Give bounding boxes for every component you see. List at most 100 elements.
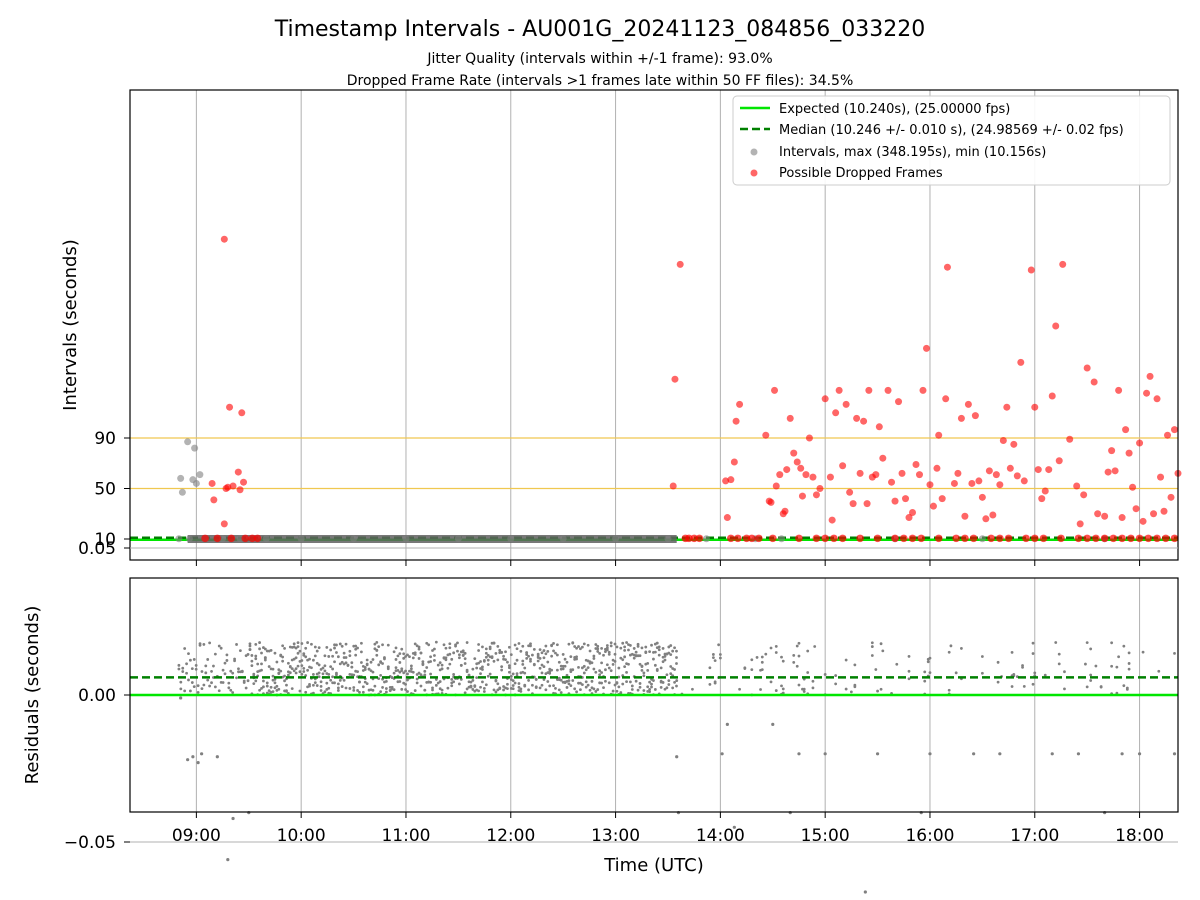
- residual-point: [590, 679, 594, 683]
- residual-point: [400, 687, 404, 691]
- residual-point: [636, 688, 640, 692]
- residual-point: [1057, 652, 1061, 656]
- residual-point: [498, 648, 502, 652]
- residual-point: [352, 686, 356, 689]
- residual-point: [456, 649, 459, 653]
- residual-point: [774, 644, 778, 648]
- residual-point: [436, 681, 440, 685]
- residual-point: [300, 672, 304, 676]
- residual-outlier-point: [191, 755, 195, 759]
- residual-point: [348, 654, 352, 658]
- residual-point: [755, 656, 759, 659]
- residual-point: [600, 646, 603, 650]
- residual-point: [523, 683, 527, 687]
- residual-point: [500, 651, 504, 654]
- residual-point: [617, 685, 621, 689]
- residual-point: [454, 643, 457, 647]
- residual-point: [659, 686, 663, 689]
- residual-point: [308, 683, 311, 686]
- residual-point: [484, 651, 488, 655]
- residual-point: [181, 670, 185, 673]
- residual-point: [348, 687, 352, 690]
- residual-point: [479, 672, 482, 676]
- dropped-frame-point: [1059, 260, 1067, 268]
- residual-point: [627, 648, 630, 652]
- intervals-x-ticks: [195, 560, 1141, 566]
- residual-point: [607, 666, 611, 670]
- residual-point: [333, 681, 336, 685]
- residual-point: [252, 682, 256, 686]
- legend-box: [732, 95, 1171, 186]
- residual-point: [386, 665, 390, 669]
- dropped-frame-point: [793, 458, 801, 466]
- residual-point: [667, 651, 671, 655]
- residual-point: [613, 642, 617, 646]
- residual-point: [529, 642, 532, 646]
- residual-point: [260, 662, 263, 666]
- residual-point: [431, 686, 434, 690]
- residual-point: [484, 647, 488, 651]
- dropped-frame-point: [926, 481, 934, 489]
- residual-point: [711, 656, 715, 660]
- dropped-frame-point: [1094, 510, 1102, 518]
- residual-point: [907, 669, 911, 673]
- residual-point: [1122, 684, 1126, 688]
- dropped-frame-point: [1045, 466, 1053, 474]
- dropped-frame-point: [964, 400, 972, 408]
- dropped-frame-point: [1153, 534, 1161, 543]
- interval-point: [702, 535, 710, 543]
- residual-point: [296, 641, 300, 645]
- residual-point: [1054, 641, 1058, 644]
- residual-point: [398, 652, 402, 656]
- residual-point: [406, 672, 409, 676]
- residual-point: [1031, 682, 1035, 686]
- residual-point: [482, 686, 486, 690]
- residual-point: [221, 681, 225, 684]
- residual-point: [548, 671, 552, 675]
- residual-point: [429, 655, 432, 659]
- residual-point: [691, 687, 694, 691]
- residual-point: [527, 688, 530, 692]
- residual-outlier-point: [863, 890, 867, 894]
- residual-point: [623, 665, 627, 668]
- residual-point: [208, 641, 212, 645]
- residual-point: [237, 667, 240, 671]
- residual-point: [613, 683, 617, 687]
- residual-point: [923, 679, 927, 683]
- dropped-frame-point: [732, 417, 740, 425]
- dropped-frame-point: [975, 477, 983, 485]
- residual-point: [231, 671, 235, 675]
- residual-point: [396, 654, 400, 658]
- residual-point: [544, 644, 548, 648]
- dropped-frame-point: [1170, 534, 1179, 543]
- dropped-frame-point: [830, 534, 838, 543]
- residual-point: [323, 690, 327, 694]
- residual-point: [421, 660, 425, 664]
- residual-point: [210, 681, 213, 685]
- residual-point: [402, 671, 406, 675]
- residual-point: [267, 665, 271, 668]
- residual-outlier-point: [725, 722, 729, 727]
- residual-point: [1021, 664, 1024, 667]
- residual-point: [663, 658, 667, 662]
- dropped-frame-point: [224, 483, 232, 491]
- residual-point: [361, 685, 365, 689]
- residual-point: [607, 681, 611, 685]
- residual-point: [879, 642, 883, 646]
- dropped-frame-point: [1092, 534, 1100, 543]
- residual-point: [1085, 685, 1089, 689]
- residual-point: [486, 658, 490, 662]
- dropped-frame-point: [873, 534, 882, 543]
- dropped-frame-point: [982, 515, 990, 523]
- residual-point: [598, 669, 602, 673]
- residual-point: [354, 644, 358, 648]
- residual-point: [619, 656, 623, 660]
- residual-point: [907, 677, 911, 681]
- residual-point: [404, 669, 407, 673]
- residual-point: [802, 690, 806, 693]
- residual-point: [459, 663, 463, 667]
- residual-point: [669, 653, 673, 657]
- residual-point: [1010, 650, 1014, 654]
- residual-point: [471, 688, 475, 691]
- residual-point: [477, 689, 481, 693]
